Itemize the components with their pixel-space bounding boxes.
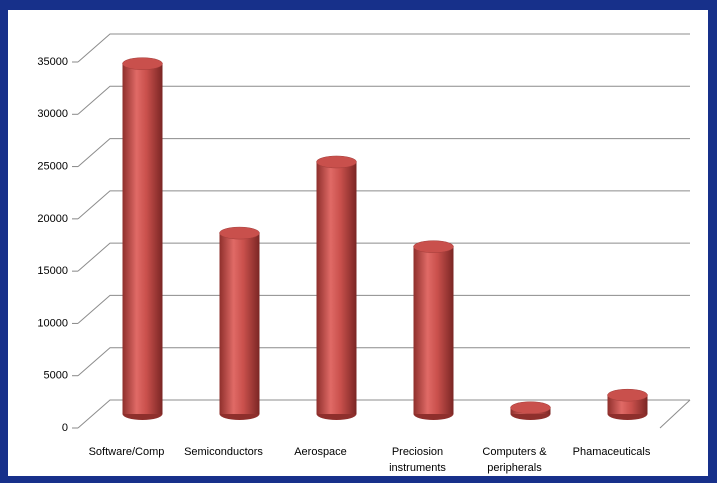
y-tick-label: 30000	[37, 108, 68, 120]
x-tick-label: Computers & peripherals	[482, 446, 547, 474]
grid-line	[77, 138, 690, 167]
bar-top	[316, 155, 357, 169]
floor-edge	[659, 399, 691, 429]
y-tick-label: 20000	[37, 213, 68, 225]
x-tick-label: Preciosion instruments	[389, 446, 446, 474]
bar-top	[607, 388, 648, 402]
grid-line	[77, 347, 690, 377]
grid-line	[77, 190, 690, 220]
y-tick-label: 35000	[37, 56, 68, 68]
grid-line	[77, 85, 690, 115]
y-tick-label: 15000	[37, 265, 68, 277]
grid-line	[77, 294, 690, 324]
grid-line	[77, 399, 690, 429]
x-tick-label: Phamaceuticals	[572, 446, 651, 458]
bar-top	[122, 57, 163, 70]
y-tick-label: 25000	[37, 160, 68, 172]
grid-line	[77, 33, 690, 63]
bar	[316, 161, 357, 414]
y-tick-label: 0	[62, 422, 68, 434]
bar	[413, 246, 454, 414]
x-tick-label: Aerospace	[294, 446, 347, 458]
x-tick-label: Software/Comp	[88, 446, 165, 458]
x-tick-label: Semiconductors	[184, 446, 263, 458]
bar-top	[510, 401, 551, 414]
grid-line	[77, 242, 690, 272]
bar-top	[413, 240, 454, 253]
bar-top	[219, 226, 260, 240]
y-tick-label: 10000	[37, 317, 68, 329]
bar	[219, 233, 260, 414]
bar	[122, 63, 163, 414]
y-tick-label: 5000	[44, 370, 68, 382]
